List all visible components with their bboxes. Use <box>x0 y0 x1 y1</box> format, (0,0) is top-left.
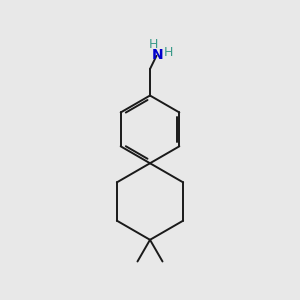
Text: N: N <box>151 48 163 62</box>
Text: H: H <box>164 46 173 59</box>
Text: H: H <box>149 38 158 51</box>
